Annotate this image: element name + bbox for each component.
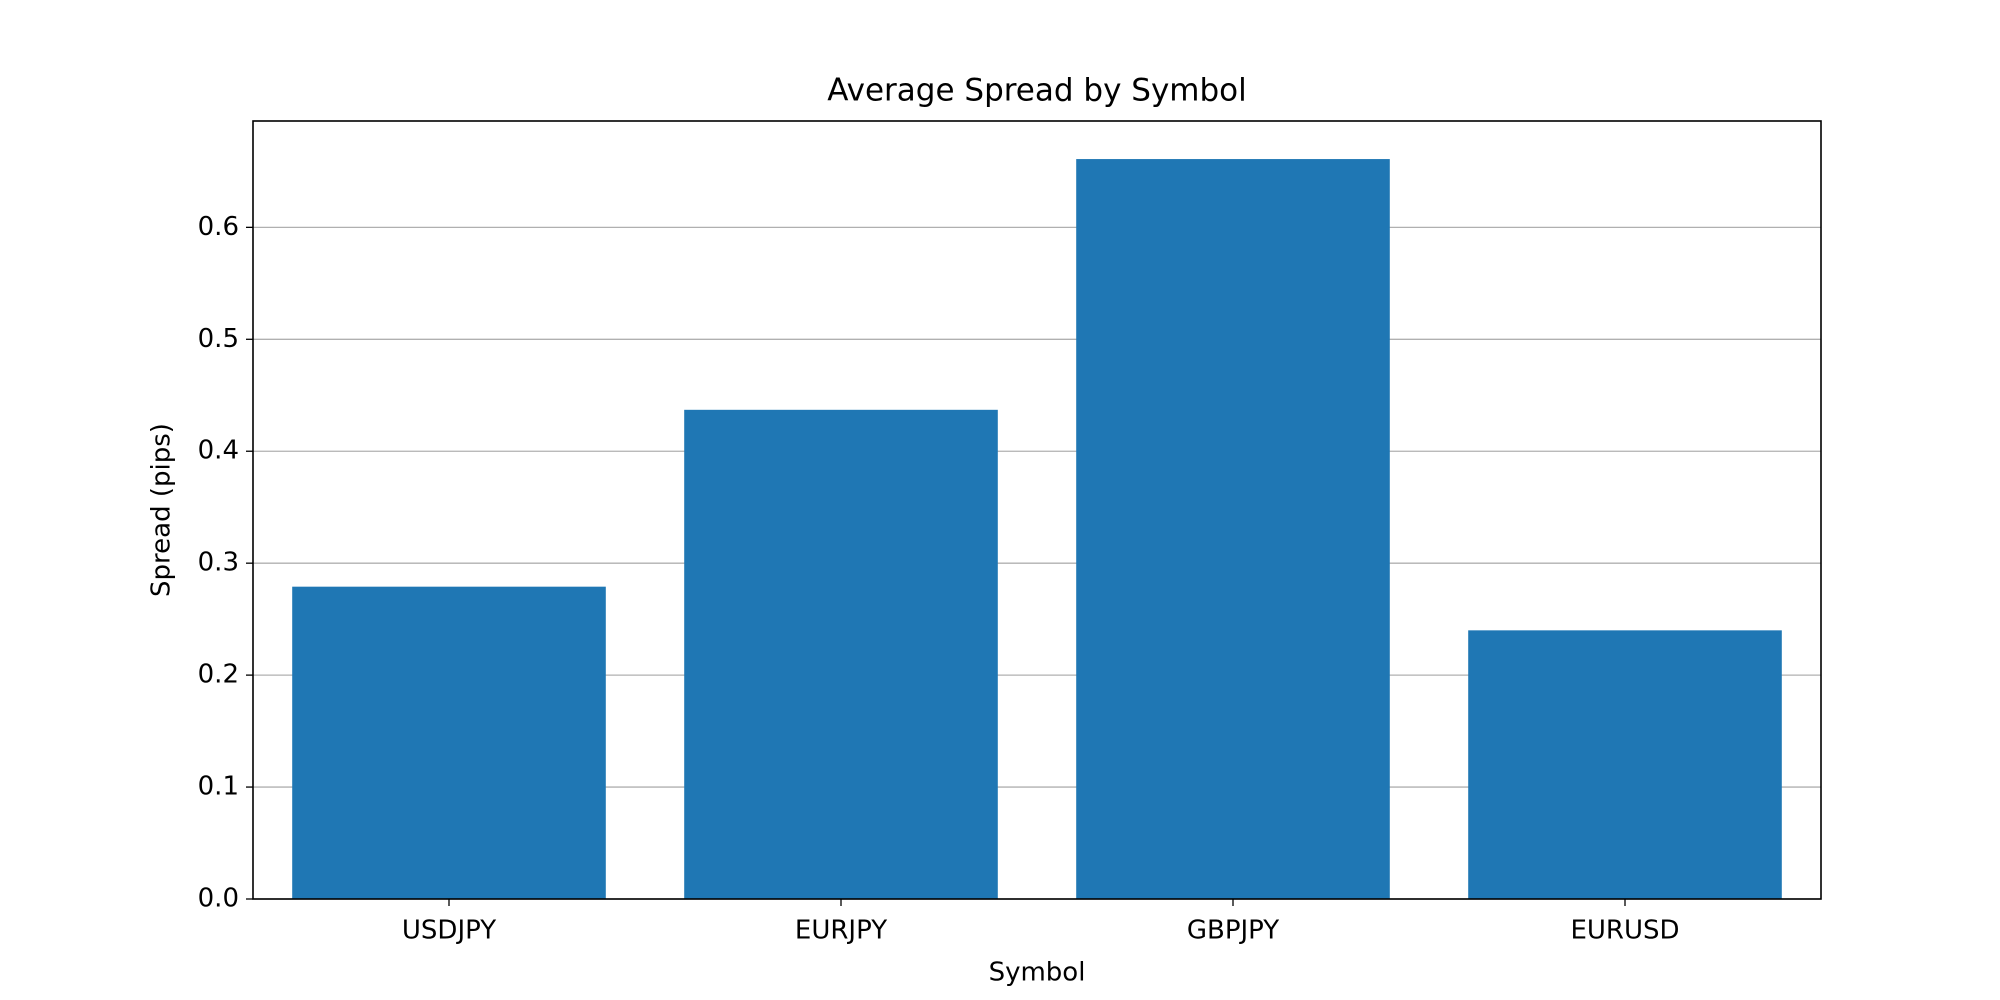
x-tick-label: GBPJPY [1187,916,1279,946]
chart-title: Average Spread by Symbol [827,73,1247,109]
x-tick-label: EURJPY [795,916,887,946]
x-tick-label: USDJPY [402,916,496,946]
y-tick-label: 0.3 [198,548,239,578]
y-tick-label: 0.2 [198,660,239,690]
x-axis-label: Symbol [989,958,1086,988]
plot-frame [252,120,1822,900]
y-axis-label: Spread (pips) [147,423,177,597]
y-tick-label: 0.4 [198,436,239,466]
bar [292,586,606,899]
bar [684,409,998,899]
y-tick-label: 0.0 [198,884,239,914]
x-tick-label: EURUSD [1570,916,1679,946]
y-tick-label: 0.6 [198,212,239,242]
y-tick-label: 0.1 [198,772,239,802]
bar [1468,630,1782,899]
bar [1076,159,1390,899]
y-tick-label: 0.5 [198,324,239,354]
